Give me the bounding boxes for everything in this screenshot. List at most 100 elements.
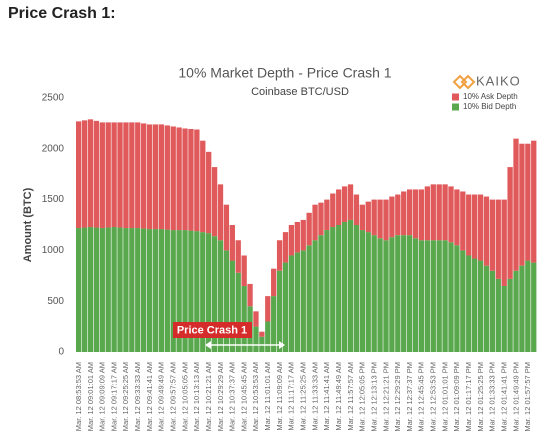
- bar-segment: [318, 202, 324, 236]
- x-tick-label: Mar. 12 10:45:45 AM: [239, 362, 248, 431]
- y-tick-label: 2000: [42, 143, 65, 154]
- bar-segment: [188, 128, 194, 231]
- bar-segment: [229, 260, 235, 352]
- bar-segment: [123, 122, 129, 229]
- heading: Price Crash 1:: [8, 5, 116, 22]
- x-tick-label: Mar. 12 01:09:09 PM: [452, 362, 461, 432]
- bar-segment: [483, 196, 490, 266]
- bar-segment: [418, 189, 425, 241]
- x-tick-label: Mar. 12 12:05:05 PM: [358, 362, 367, 432]
- bar-segment: [489, 270, 496, 352]
- bar-segment: [448, 186, 454, 243]
- bar-segment: [259, 331, 265, 337]
- bar-segment: [271, 268, 277, 297]
- bar-segment: [507, 167, 513, 279]
- x-tick-label: Mar. 12 01:49:49 PM: [511, 362, 520, 432]
- x-tick-label: Mar. 12 09:17:17 AM: [109, 362, 118, 431]
- x-tick-label: Mar. 12 12:13:13 PM: [369, 362, 378, 432]
- bar-segment: [312, 240, 318, 352]
- x-tick-label: Mar. 12 11:17:17 AM: [287, 362, 296, 431]
- x-tick-label: Mar. 12 11:25:25 AM: [299, 362, 308, 431]
- bar-segment: [454, 189, 460, 246]
- bar-segment: [265, 321, 271, 352]
- bar-segment: [300, 219, 306, 251]
- bar-segment: [93, 227, 100, 352]
- bar-segment: [347, 219, 354, 352]
- bar-segment: [353, 194, 360, 225]
- bar-segment: [359, 230, 366, 352]
- bar-segment: [336, 225, 342, 352]
- x-tick-label: Mar. 12 12:21:21 PM: [381, 362, 390, 432]
- bar-segment: [141, 123, 147, 229]
- bar-segment: [81, 227, 88, 352]
- bar-segment: [513, 270, 519, 352]
- y-tick-label: 2500: [42, 93, 65, 104]
- bar-segment: [129, 228, 135, 352]
- x-tick-label: Mar. 12 12:45:45 PM: [417, 362, 426, 432]
- x-tick-label: Mar. 12 09:25:25 AM: [121, 362, 130, 431]
- bar-segment: [176, 127, 182, 231]
- x-tick-label: Mar. 12 12:53:53 PM: [429, 362, 438, 432]
- bar-segment: [152, 229, 159, 352]
- bar-segment: [87, 119, 94, 228]
- x-tick-label: Mar. 12 01:41:41 PM: [499, 362, 508, 432]
- bar-segment: [117, 122, 123, 228]
- bar-segment: [135, 122, 141, 229]
- x-tick-label: Mar. 12 12:37:37 PM: [405, 362, 414, 432]
- y-axis-label: Amount (BTC): [22, 187, 34, 262]
- bar-segment: [182, 230, 188, 352]
- bar-segment: [318, 235, 324, 352]
- bar-segment: [188, 230, 194, 352]
- bar-segment: [383, 199, 389, 241]
- bar-segment: [489, 199, 496, 271]
- logo: KAIKO: [476, 73, 521, 88]
- bar-segment: [395, 194, 401, 236]
- x-tick-label: Mar. 12 01:57:57 PM: [523, 362, 532, 432]
- bar-segment: [170, 230, 176, 352]
- bar-segment: [99, 122, 105, 229]
- bar-segment: [359, 204, 366, 231]
- bar-segment: [501, 199, 507, 286]
- bar-segment: [430, 240, 436, 352]
- bar-segment: [471, 258, 478, 352]
- bar-segment: [223, 204, 230, 251]
- x-tick-label: Mar. 12 09:09:09 AM: [98, 362, 107, 431]
- x-tick-label: Mar. 12 01:25:25 PM: [476, 362, 485, 432]
- bar-segment: [294, 221, 300, 253]
- bar-segment: [247, 283, 253, 307]
- bar-segment: [341, 221, 348, 352]
- bar-segment: [123, 228, 129, 352]
- bar-segment: [229, 225, 235, 261]
- chart-title: 10% Market Depth - Price Crash 1: [178, 65, 391, 81]
- bar-segment: [111, 122, 117, 228]
- bar-segment: [525, 143, 531, 261]
- bar-segment: [460, 250, 466, 352]
- bar-segment: [206, 151, 212, 234]
- bar-segment: [253, 311, 259, 327]
- bar-segment: [436, 184, 442, 241]
- bar-segment: [217, 184, 224, 241]
- x-tick-label: Mar. 12 10:05:05 AM: [180, 362, 189, 431]
- bar-segment: [235, 272, 241, 352]
- bar-segment: [336, 189, 342, 225]
- bar-segment: [324, 199, 330, 231]
- legend-swatch: [452, 103, 459, 111]
- bar-segment: [483, 265, 490, 352]
- bar-segment: [294, 252, 300, 352]
- bar-segment: [389, 196, 395, 238]
- bar-segment: [418, 240, 425, 352]
- bar-segment: [389, 237, 395, 352]
- bar-segment: [371, 199, 377, 236]
- bar-segment: [513, 138, 519, 271]
- bar-segment: [182, 128, 188, 231]
- bar-segment: [99, 228, 105, 352]
- bar-segment: [401, 235, 407, 352]
- bar-segment: [152, 124, 159, 230]
- bar-segment: [401, 191, 407, 236]
- bar-segment: [282, 232, 289, 263]
- bar-segment: [282, 262, 289, 352]
- bar-segment: [241, 285, 247, 352]
- bar-segment: [146, 229, 153, 352]
- bar-segment: [306, 212, 312, 246]
